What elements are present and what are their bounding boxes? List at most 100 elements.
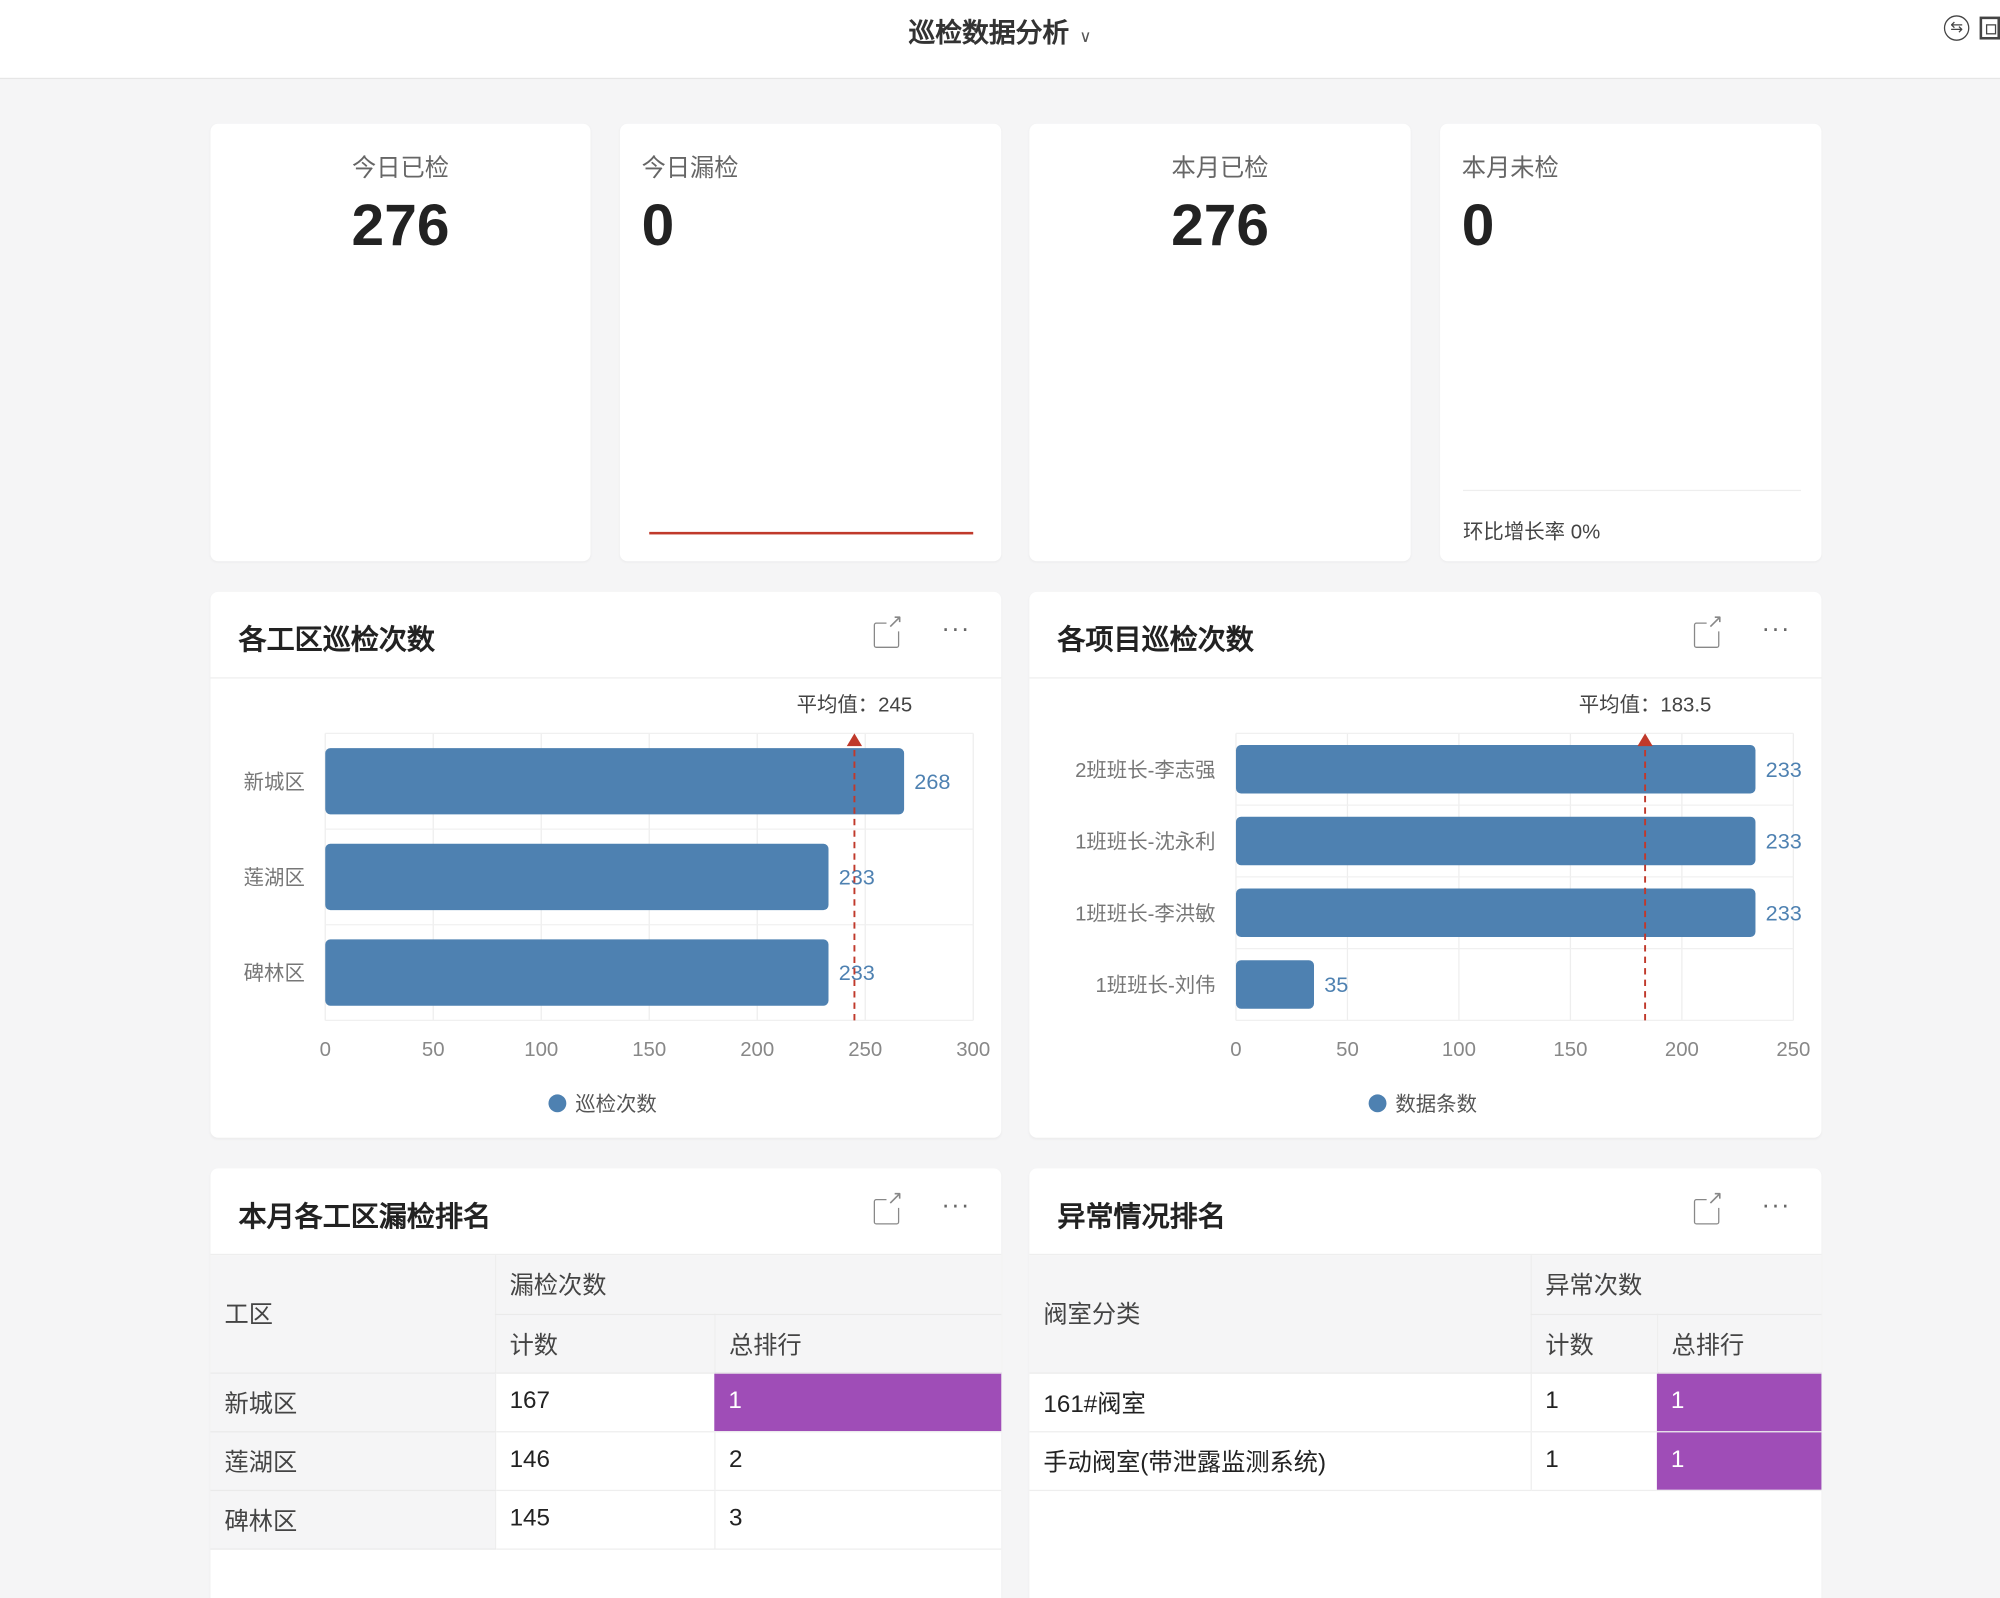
external-link-icon[interactable] xyxy=(873,612,904,648)
stat-value: 276 xyxy=(1171,191,1269,258)
more-icon[interactable]: ··· xyxy=(941,1191,971,1220)
dashboard-title-dropdown[interactable]: 巡检数据分析 ∨ xyxy=(0,13,2000,51)
cell: 1 xyxy=(1529,1372,1657,1432)
col-header: 计数 xyxy=(1529,1313,1657,1374)
y-tick-label: 1班班长-李洪敏 xyxy=(1075,902,1215,925)
average-arrow xyxy=(1637,733,1653,747)
group-header: 异常次数 xyxy=(1529,1255,1822,1315)
col-header: 计数 xyxy=(494,1313,715,1374)
cell: 2 xyxy=(713,1431,1002,1491)
cell: 1 xyxy=(1656,1372,1822,1432)
cell: 1 xyxy=(1529,1431,1657,1491)
stat-value: 276 xyxy=(351,191,450,258)
table-row[interactable]: 莲湖区 146 2 xyxy=(210,1431,1002,1491)
x-tick-label: 250 xyxy=(1776,1039,1810,1061)
dashboard-title: 巡检数据分析 xyxy=(908,19,1070,49)
x-tick-label: 200 xyxy=(740,1039,774,1061)
trend-line xyxy=(649,531,974,535)
stat-label: 本月已检 xyxy=(1171,155,1269,183)
x-tick-label: 300 xyxy=(956,1039,990,1061)
average-label: 平均值：245 xyxy=(797,694,913,717)
ranking-table: 阀室分类 异常次数 计数 总排行 161#阀室 1 1 手动阀室(带泄露监测系统) 1 1 xyxy=(1029,1255,1822,1491)
chevron-down-icon: ∨ xyxy=(1079,26,1092,46)
external-link-icon[interactable] xyxy=(1693,1188,1724,1225)
col-header: 总排行 xyxy=(1656,1313,1822,1374)
data-label: 268 xyxy=(914,769,950,794)
cell: 1 xyxy=(714,1372,1002,1432)
data-label: 233 xyxy=(1766,829,1802,854)
divider xyxy=(1463,489,1802,492)
legend-marker xyxy=(548,1094,567,1113)
bar xyxy=(325,843,829,911)
top-bar: 巡检数据分析 ∨ ⇆ xyxy=(0,0,2000,80)
cell: 手动阀室(带泄露监测系统) xyxy=(1029,1431,1531,1491)
cell: 145 xyxy=(494,1489,715,1550)
cell: 新城区 xyxy=(210,1372,495,1432)
table-title: 本月各工区漏检排名 xyxy=(238,1200,492,1233)
data-label: 233 xyxy=(1766,757,1802,782)
bar xyxy=(1235,888,1756,938)
x-tick-label: 0 xyxy=(1230,1039,1241,1061)
legend-marker xyxy=(1368,1094,1387,1113)
table-row[interactable]: 碑林区 145 3 xyxy=(210,1489,1002,1550)
exit-fullscreen-icon[interactable] xyxy=(1979,16,2000,40)
y-tick-label: 2班班长-李志强 xyxy=(1075,759,1215,782)
legend-label: 数据条数 xyxy=(1395,1093,1477,1116)
col-header: 工区 xyxy=(210,1255,495,1374)
x-tick-label: 200 xyxy=(1665,1039,1699,1061)
ranking-table: 工区 漏检次数 计数 总排行 新城区 167 1 莲湖区 146 2 碑林区 145 3 xyxy=(210,1255,1002,1550)
bar-chart: 0 50 100 150 200 250 2班班长-李志强 233 1班班长-沈永利 233 1班班… xyxy=(1075,694,1810,1116)
data-label: 35 xyxy=(1324,972,1348,997)
table-row[interactable]: 161#阀室 1 1 xyxy=(1029,1372,1822,1432)
stat-label: 本月未检 xyxy=(1461,155,1559,183)
more-icon[interactable]: ··· xyxy=(1761,1191,1791,1220)
group-header: 漏检次数 xyxy=(494,1255,1002,1315)
table-row[interactable]: 新城区 167 1 xyxy=(210,1372,1002,1432)
x-tick-label: 250 xyxy=(848,1039,882,1061)
external-link-icon[interactable] xyxy=(1693,612,1724,648)
cell: 碑林区 xyxy=(210,1489,495,1550)
y-tick-label: 莲湖区 xyxy=(244,867,305,890)
chart-title: 各工区巡检次数 xyxy=(238,623,435,656)
bar xyxy=(325,939,829,1006)
stat-label: 今日漏检 xyxy=(641,155,739,183)
data-label: 233 xyxy=(839,960,875,985)
average-label: 平均值：183.5 xyxy=(1579,694,1712,717)
x-tick-label: 0 xyxy=(320,1039,331,1061)
more-icon[interactable]: ··· xyxy=(941,614,971,643)
y-tick-label: 1班班长-沈永利 xyxy=(1075,831,1215,854)
stat-value: 0 xyxy=(1461,191,1495,258)
stat-card-month-unchecked: 本月未检 0 环比增长率 0% xyxy=(1440,123,1822,562)
y-tick-label: 碑林区 xyxy=(244,962,305,985)
y-tick-label: 1班班长-刘伟 xyxy=(1095,974,1215,997)
col-header: 阀室分类 xyxy=(1029,1255,1531,1374)
data-label: 233 xyxy=(839,865,875,890)
more-icon[interactable]: ··· xyxy=(1761,614,1791,643)
cell: 146 xyxy=(494,1431,715,1491)
cell: 1 xyxy=(1656,1431,1822,1491)
switch-icon[interactable]: ⇆ xyxy=(1943,15,1970,41)
bar xyxy=(1235,816,1756,866)
stat-card-today-missed: 今日漏检 0 xyxy=(619,123,1002,562)
bar xyxy=(325,748,905,815)
x-tick-label: 100 xyxy=(1442,1039,1476,1061)
table-row[interactable]: 手动阀室(带泄露监测系统) 1 1 xyxy=(1029,1431,1822,1491)
stat-value: 0 xyxy=(641,191,675,258)
table-title: 异常情况排名 xyxy=(1057,1200,1226,1233)
cell: 167 xyxy=(494,1372,715,1432)
external-link-icon[interactable] xyxy=(873,1188,904,1225)
chart-card-project: 各项目巡检次数 ··· 0 50 100 150 200 250 2班班长-李志强 233 1班… xyxy=(1029,591,1822,1138)
stat-card-today-checked: 今日已检 276 xyxy=(210,123,591,562)
bar-chart: 0 50 100 150 200 250 300 新城区 268 莲湖区 233 碑林区 233 平均值：… xyxy=(244,694,991,1116)
x-tick-label: 100 xyxy=(524,1039,558,1061)
x-tick-label: 50 xyxy=(422,1039,445,1061)
bar xyxy=(1235,745,1756,794)
stat-card-month-checked: 本月已检 276 xyxy=(1029,123,1411,562)
cell: 161#阀室 xyxy=(1029,1372,1531,1432)
chart-card-district: 各工区巡检次数 ··· 0 50 100 150 200 250 300 新城区 268 莲湖区 2… xyxy=(210,591,1002,1138)
x-tick-label: 150 xyxy=(632,1039,666,1061)
chart-title: 各项目巡检次数 xyxy=(1057,623,1254,656)
growth-rate: 环比增长率 0% xyxy=(1463,521,1601,544)
